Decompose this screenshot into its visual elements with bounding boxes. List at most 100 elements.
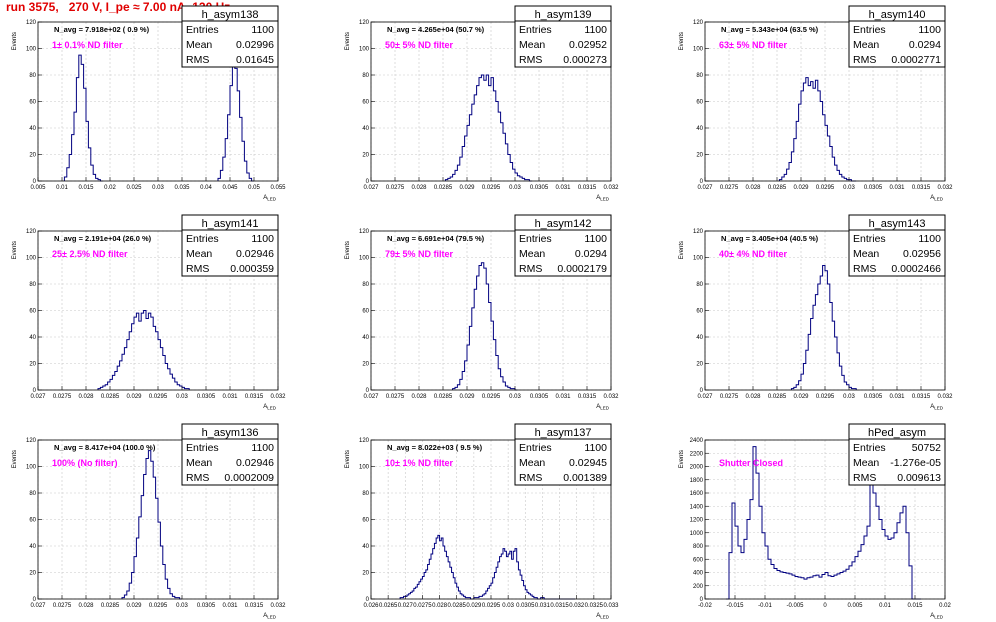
x-tick-label: 0.0295 bbox=[149, 394, 168, 400]
stats-value: 1100 bbox=[584, 233, 607, 245]
panel-h_asym141: 0.027 0.0275 0.028 0.0285 0.029 0.0295 0.03 0.0… bbox=[12, 214, 286, 411]
stats-label: Entries bbox=[186, 233, 219, 245]
stats-title: h_asym142 bbox=[535, 218, 592, 230]
x-tick-label: 0.0285 bbox=[101, 394, 120, 400]
stats-label: Entries bbox=[519, 24, 552, 36]
x-tick-label: 0.032 bbox=[937, 394, 953, 400]
y-tick-label: 100 bbox=[693, 256, 704, 262]
stats-box bbox=[514, 214, 612, 277]
x-tick-label: 0.028 bbox=[745, 185, 761, 191]
histogram-h_asym142 bbox=[452, 262, 518, 391]
stats-value: 0.02946 bbox=[236, 248, 274, 260]
x-tick-label: 0.005 bbox=[847, 603, 863, 609]
x-tick-label: 0.04 bbox=[200, 185, 212, 191]
x-tick-label: 0.0305 bbox=[864, 185, 883, 191]
x-tick-label: 0.0275 bbox=[53, 394, 72, 400]
stats-box bbox=[181, 214, 279, 277]
x-tick-label: 0.0285 bbox=[434, 185, 453, 191]
stats-title: h_asym137 bbox=[535, 427, 592, 439]
y-axis-label: Events bbox=[345, 450, 351, 468]
x-tick-label: 0.031 bbox=[222, 603, 238, 609]
stats-label: Mean bbox=[853, 248, 879, 260]
y-tick-label: 2400 bbox=[690, 438, 704, 444]
x-tick-label: 0.0315 bbox=[578, 185, 597, 191]
y-tick-label: 80 bbox=[29, 282, 36, 288]
stats-value: 1100 bbox=[584, 442, 607, 454]
x-tick-label: 0.03 bbox=[509, 185, 521, 191]
stats-value: 0.02996 bbox=[236, 39, 274, 51]
navg-label: N_avg = 5.343e+04 (63.5 %) bbox=[721, 25, 819, 34]
y-tick-label: 80 bbox=[362, 491, 369, 497]
x-tick-label: 0.028 bbox=[78, 394, 94, 400]
x-tick-label: 0.032 bbox=[603, 394, 619, 400]
stats-value: -1.276e-05 bbox=[890, 457, 941, 469]
y-tick-label: 100 bbox=[693, 47, 704, 53]
y-tick-label: 100 bbox=[359, 256, 370, 262]
x-tick-label: 0.028 bbox=[411, 394, 427, 400]
navg-label: N_avg = 4.265e+04 (50.7 %) bbox=[387, 25, 485, 34]
y-tick-label: 80 bbox=[362, 73, 369, 79]
y-tick-label: 40 bbox=[696, 126, 703, 132]
x-tick-label: 0.035 bbox=[174, 185, 190, 191]
x-tick-label: 0.03 bbox=[176, 394, 188, 400]
stats-value: 0.0002466 bbox=[891, 263, 941, 275]
y-axis-label: Events bbox=[12, 450, 18, 468]
stats-label: RMS bbox=[186, 263, 209, 275]
x-tick-label: 0.029 bbox=[126, 603, 142, 609]
stats-label: Mean bbox=[519, 457, 545, 469]
x-tick-label: 0.03 bbox=[509, 394, 521, 400]
stats-label: RMS bbox=[519, 472, 542, 484]
stats-value: 0.02946 bbox=[236, 457, 274, 469]
x-tick-label: 0.031 bbox=[222, 394, 238, 400]
stats-label: Entries bbox=[519, 442, 552, 454]
y-tick-label: 1200 bbox=[690, 518, 704, 524]
y-tick-label: 100 bbox=[26, 47, 37, 53]
stats-value: 0.02956 bbox=[903, 248, 941, 260]
panel-h_asym137: 0.026 0.0265 0.027 0.0275 0.028 0.0285 0.029 0.… bbox=[345, 423, 619, 620]
x-tick-label: 0.0305 bbox=[864, 394, 883, 400]
panel-h_asym136: 0.027 0.0275 0.028 0.0285 0.029 0.0295 0.03 0.0… bbox=[12, 423, 286, 620]
x-tick-label: 0.029 bbox=[466, 603, 482, 609]
y-tick-label: 0 bbox=[366, 388, 370, 394]
y-tick-label: 400 bbox=[693, 571, 704, 577]
x-tick-label: 0.029 bbox=[459, 394, 475, 400]
x-tick-label: 0.02 bbox=[939, 603, 951, 609]
x-tick-label: 0.0315 bbox=[245, 603, 264, 609]
x-tick-label: 0.032 bbox=[270, 394, 286, 400]
x-tick-label: 0.0295 bbox=[482, 603, 501, 609]
x-tick-label: 0.0275 bbox=[413, 603, 432, 609]
stats-title: h_asym136 bbox=[202, 427, 259, 439]
stats-label: Mean bbox=[853, 39, 879, 51]
stats-value: 50752 bbox=[912, 442, 941, 454]
filter-label: 40± 4% ND filter bbox=[719, 249, 787, 259]
navg-label: N_avg = 2.191e+04 (26.0 %) bbox=[54, 234, 152, 243]
x-tick-label: 0.0315 bbox=[912, 394, 931, 400]
x-tick-label: 0.02 bbox=[104, 185, 116, 191]
stats-title: h_asym141 bbox=[202, 218, 259, 230]
stats-value: 1100 bbox=[251, 24, 274, 36]
y-tick-label: 0 bbox=[700, 388, 704, 394]
x-tick-label: 0.029 bbox=[793, 394, 809, 400]
x-tick-label: 0.029 bbox=[793, 185, 809, 191]
histogram-h_asym138 bbox=[63, 54, 103, 182]
y-tick-label: 100 bbox=[359, 47, 370, 53]
stats-label: Mean bbox=[186, 457, 212, 469]
y-tick-label: 600 bbox=[693, 557, 704, 563]
x-tick-label: 0.029 bbox=[126, 394, 142, 400]
y-tick-label: 1400 bbox=[690, 504, 704, 510]
x-tick-label: 0.027 bbox=[697, 185, 713, 191]
y-tick-label: 100 bbox=[26, 465, 37, 471]
histogram-hPed_asym bbox=[726, 446, 921, 600]
stats-label: RMS bbox=[519, 263, 542, 275]
stats-label: RMS bbox=[853, 263, 876, 275]
stats-value: 0.0294 bbox=[909, 39, 941, 51]
y-tick-label: 60 bbox=[696, 100, 703, 106]
x-tick-label: 0.0285 bbox=[434, 394, 453, 400]
x-tick-label: 0.027 bbox=[697, 394, 713, 400]
y-tick-label: 20 bbox=[29, 362, 36, 368]
x-tick-label: 0.01 bbox=[879, 603, 891, 609]
x-tick-label: 0.0295 bbox=[149, 603, 168, 609]
x-tick-label: 0.028 bbox=[78, 603, 94, 609]
y-tick-label: 120 bbox=[693, 229, 704, 235]
y-axis-label: Events bbox=[679, 450, 685, 468]
